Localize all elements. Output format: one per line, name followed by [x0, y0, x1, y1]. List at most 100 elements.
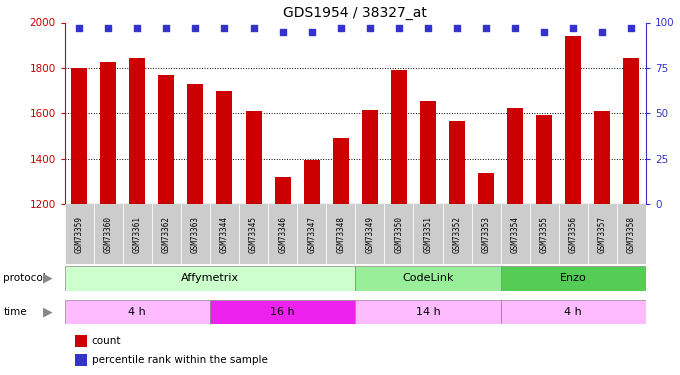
Text: Enzo: Enzo [560, 273, 587, 284]
Text: Affymetrix: Affymetrix [181, 273, 239, 284]
Bar [588, 204, 617, 264]
Bar [472, 204, 500, 264]
Bar [181, 204, 210, 264]
Bar [268, 204, 297, 264]
Point [190, 25, 201, 31]
Text: percentile rank within the sample: percentile rank within the sample [92, 355, 268, 364]
Bar [413, 204, 443, 264]
Text: 16 h: 16 h [271, 307, 295, 317]
Text: GSM73344: GSM73344 [220, 216, 229, 253]
Bar [71, 68, 87, 204]
Bar [617, 204, 646, 264]
Text: 4 h: 4 h [564, 307, 582, 317]
Bar [100, 62, 116, 204]
Bar [594, 111, 611, 204]
Bar [326, 204, 355, 264]
Text: GSM73362: GSM73362 [162, 216, 171, 253]
Text: GSM73352: GSM73352 [453, 216, 462, 253]
Bar [384, 204, 413, 264]
Bar [624, 58, 639, 204]
Text: GSM73356: GSM73356 [569, 216, 578, 253]
Bar [355, 300, 500, 324]
Point [568, 25, 579, 31]
Bar [216, 91, 233, 204]
Bar [362, 110, 378, 204]
Bar [245, 111, 262, 204]
Text: GSM73353: GSM73353 [481, 216, 490, 253]
Text: count: count [92, 336, 121, 346]
Bar [355, 204, 384, 264]
Bar [355, 266, 500, 291]
Text: GSM73358: GSM73358 [627, 216, 636, 253]
Point [306, 28, 317, 34]
Bar [500, 204, 530, 264]
Bar [210, 300, 355, 324]
Text: CodeLink: CodeLink [403, 273, 454, 284]
Bar [478, 172, 494, 204]
Text: ▶: ▶ [44, 306, 53, 318]
Text: 14 h: 14 h [415, 307, 441, 317]
Title: GDS1954 / 38327_at: GDS1954 / 38327_at [284, 6, 427, 20]
Bar [333, 138, 349, 204]
Text: GSM73345: GSM73345 [249, 216, 258, 253]
Bar [188, 84, 203, 204]
Bar [449, 122, 465, 204]
Bar [158, 75, 174, 204]
Point [422, 25, 433, 31]
Bar [65, 266, 355, 291]
Bar [537, 115, 552, 204]
Text: GSM73354: GSM73354 [511, 216, 520, 253]
Text: GSM73359: GSM73359 [75, 216, 84, 253]
Bar [275, 177, 290, 204]
Point [394, 25, 405, 31]
Bar [65, 204, 94, 264]
Text: 4 h: 4 h [129, 307, 146, 317]
Bar [507, 108, 523, 204]
Bar [530, 204, 559, 264]
Bar [94, 204, 122, 264]
Point [103, 25, 114, 31]
Bar [210, 204, 239, 264]
Point [161, 25, 172, 31]
Bar [65, 300, 210, 324]
Point [539, 28, 549, 34]
Text: GSM73346: GSM73346 [278, 216, 287, 253]
Bar [122, 204, 152, 264]
Bar [500, 266, 646, 291]
Text: time: time [3, 307, 27, 317]
Point [248, 25, 259, 31]
Text: GSM73363: GSM73363 [191, 216, 200, 253]
Bar [239, 204, 268, 264]
Point [510, 25, 521, 31]
Bar [129, 58, 146, 204]
Point [597, 28, 608, 34]
Point [452, 25, 462, 31]
Bar [443, 204, 472, 264]
Text: GSM73347: GSM73347 [307, 216, 316, 253]
Point [132, 25, 143, 31]
Text: GSM73349: GSM73349 [365, 216, 374, 253]
Text: GSM73355: GSM73355 [540, 216, 549, 253]
Text: GSM73360: GSM73360 [104, 216, 113, 253]
Bar [297, 204, 326, 264]
Text: GSM73350: GSM73350 [394, 216, 403, 253]
Bar [500, 300, 646, 324]
Point [277, 28, 288, 34]
Bar [420, 101, 436, 204]
Point [73, 25, 84, 31]
Bar [391, 70, 407, 204]
Text: GSM73357: GSM73357 [598, 216, 607, 253]
Text: ▶: ▶ [44, 272, 53, 285]
Bar [565, 36, 581, 204]
Point [481, 25, 492, 31]
Text: GSM73348: GSM73348 [337, 216, 345, 253]
Text: GSM73351: GSM73351 [424, 216, 432, 253]
Point [364, 25, 375, 31]
Text: GSM73361: GSM73361 [133, 216, 141, 253]
Bar [304, 160, 320, 204]
Text: protocol: protocol [3, 273, 46, 283]
Bar [152, 204, 181, 264]
Point [626, 25, 637, 31]
Point [219, 25, 230, 31]
Point [335, 25, 346, 31]
